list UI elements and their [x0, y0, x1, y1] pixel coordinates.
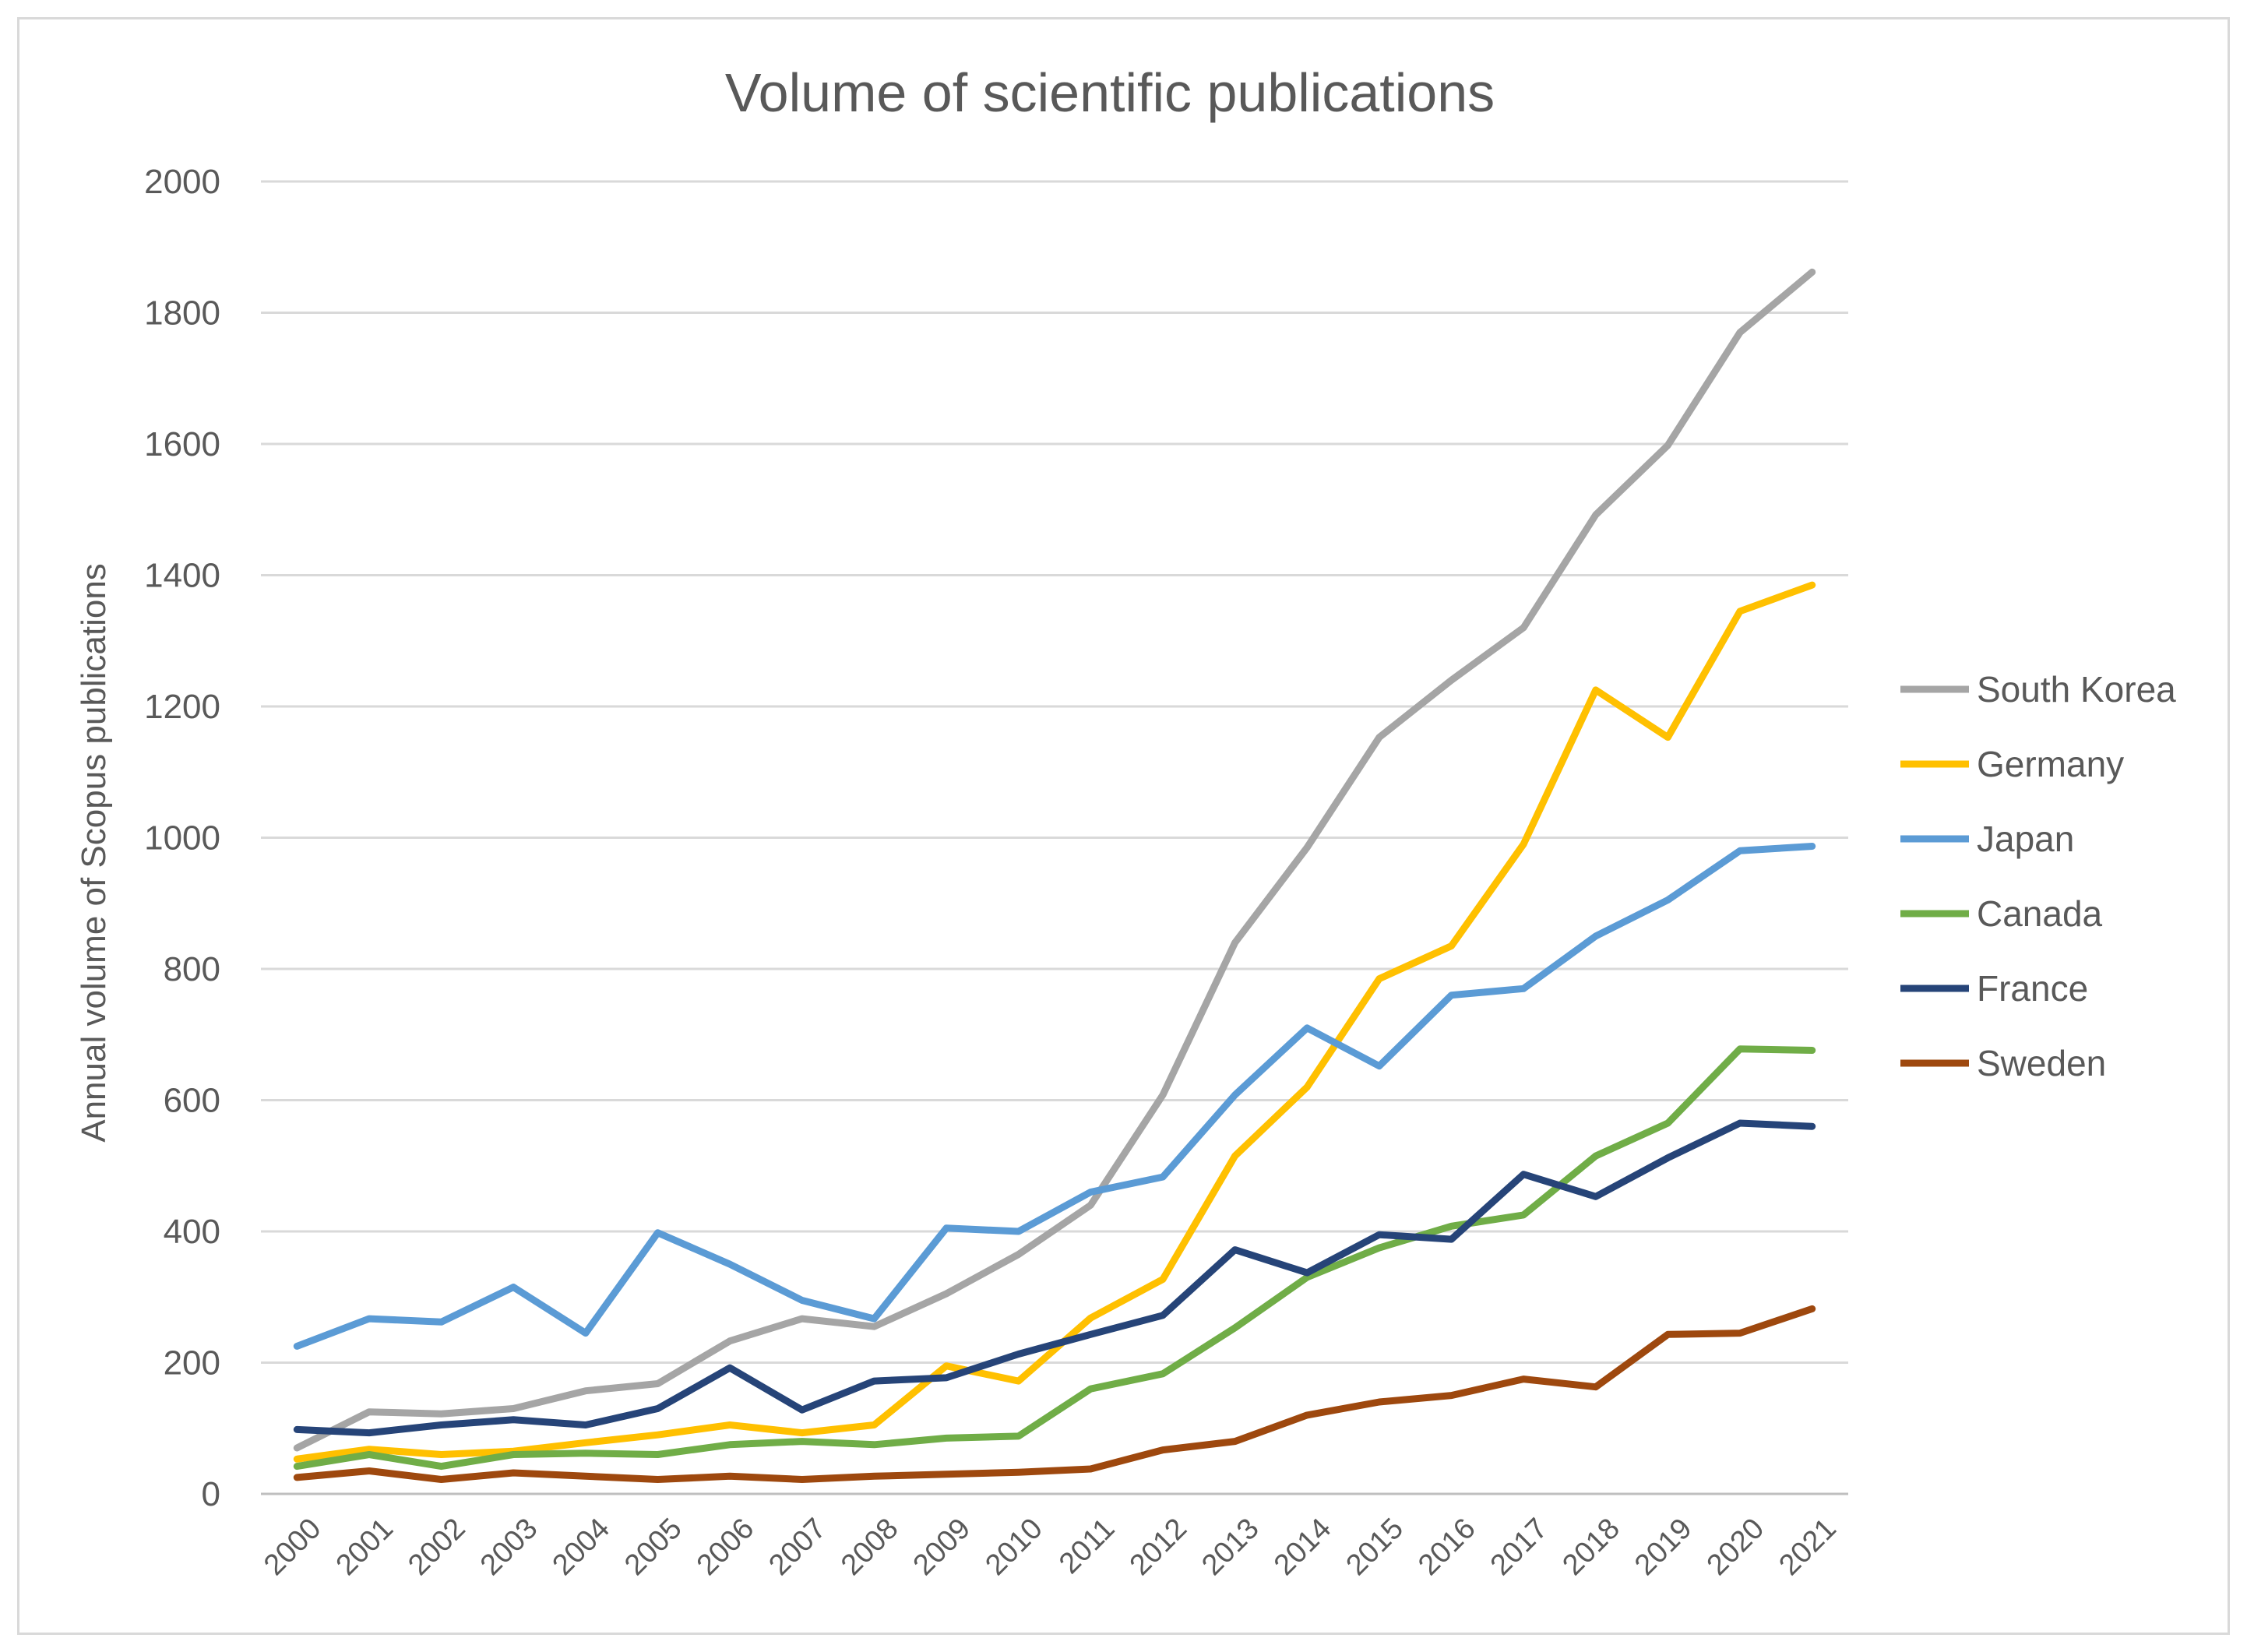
x-tick-label: 2003	[474, 1512, 544, 1581]
y-tick-label: 1600	[144, 425, 220, 463]
y-tick-label: 1200	[144, 688, 220, 726]
x-tick-label: 2014	[1268, 1512, 1337, 1581]
x-tick-label: 2006	[691, 1512, 760, 1581]
chart-title: Volume of scientific publications	[725, 62, 1495, 123]
x-tick-label: 2007	[763, 1512, 832, 1581]
y-tick-label: 0	[202, 1475, 220, 1513]
x-tick-label: 2012	[1124, 1512, 1193, 1581]
x-tick-label: 2001	[330, 1512, 400, 1581]
series-line-japan	[293, 843, 1816, 1350]
legend-label: Sweden	[1977, 1043, 2106, 1083]
legend-label: South Korea	[1977, 669, 2176, 710]
y-tick-label: 600	[164, 1082, 220, 1120]
y-axis-label: Annual volume of Scopus publications	[75, 563, 113, 1143]
x-tick-label: 2020	[1701, 1512, 1770, 1581]
y-tick-label: 1800	[144, 294, 220, 333]
series-line-sweden	[293, 1305, 1816, 1483]
x-tick-label: 2013	[1196, 1512, 1265, 1581]
y-tick-label: 2000	[144, 163, 220, 201]
x-axis-ticks: 2000 2001 2002 2003 2004 2005 2006 2007 2008 2009…	[258, 1512, 1843, 1581]
y-tick-label: 1400	[144, 557, 220, 595]
legend-label: Japan	[1977, 819, 2074, 859]
y-tick-label: 1000	[144, 819, 220, 858]
series-lines	[293, 268, 1816, 1483]
x-tick-label: 2000	[258, 1512, 327, 1581]
x-tick-label: 2017	[1484, 1512, 1554, 1581]
x-tick-label: 2015	[1340, 1512, 1410, 1581]
x-tick-label: 2018	[1556, 1512, 1625, 1581]
x-tick-label: 2009	[907, 1512, 977, 1581]
x-tick-label: 2021	[1773, 1512, 1842, 1581]
y-axis-ticks: 0 200 400 600 800 1000 1200 1400 1600 1800 2000	[144, 163, 220, 1513]
y-tick-label: 400	[164, 1213, 220, 1251]
x-tick-label: 2002	[402, 1512, 471, 1581]
y-tick-label: 200	[164, 1344, 220, 1383]
series-line-south-korea	[293, 268, 1816, 1452]
series-line-france	[293, 1119, 1816, 1437]
legend: South Korea Germany Japan Canada France Swede…	[1900, 669, 2176, 1083]
legend-label: Germany	[1977, 744, 2124, 784]
x-tick-label: 2019	[1629, 1512, 1698, 1581]
x-tick-label: 2010	[979, 1512, 1048, 1581]
x-tick-label: 2011	[1053, 1512, 1121, 1580]
gridlines	[261, 180, 1848, 1495]
y-tick-label: 800	[164, 950, 220, 988]
x-tick-label: 2016	[1412, 1512, 1481, 1581]
x-tick-label: 2004	[547, 1512, 616, 1581]
x-tick-label: 2005	[618, 1512, 688, 1581]
x-tick-label: 2008	[835, 1512, 904, 1581]
chart-frame: Volume of scientific publications Annual…	[17, 17, 2230, 1635]
legend-label: Canada	[1977, 893, 2103, 934]
series-line-germany	[293, 581, 1816, 1463]
line-chart: Volume of scientific publications Annual…	[75, 62, 2176, 1582]
legend-label: France	[1977, 968, 2088, 1009]
